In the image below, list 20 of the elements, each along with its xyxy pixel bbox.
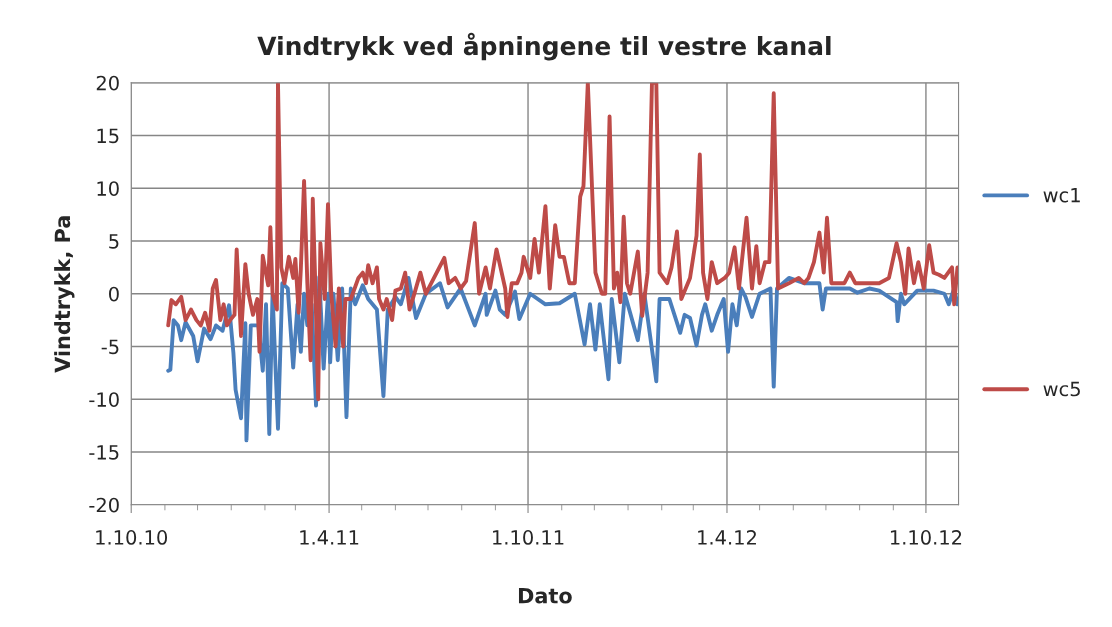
y-tick-label: 0 [109,286,119,302]
x-tick-label: 1.10.12 [890,530,962,545]
y-tick-label: -15 [89,445,119,460]
x-tick-label: 1.10.11 [493,530,564,545]
chart-title: Vindtrykk ved åpningene til vestre kanal [257,32,831,61]
legend-label: wc5 [1043,381,1080,397]
x-axis-title: Dato [518,588,572,604]
y-tick-label: -20 [89,497,119,513]
y-tick-label: -10 [89,392,119,407]
x-tick-label: 1.10.10 [96,530,168,545]
y-tick-label: -5 [101,339,119,355]
y-tick-label: 10 [97,181,119,196]
x-tick-label: 1.4.12 [698,530,756,545]
y-tick-label: 20 [96,75,119,91]
line-series [166,82,959,402]
y-axis-title: Vindtrykk, Pa [54,216,75,373]
y-tick-label: 15 [97,128,119,144]
x-tick-label: 1.4.11 [300,530,359,545]
y-tick-label: 5 [109,234,119,249]
legend-label: wc1 [1043,188,1080,203]
